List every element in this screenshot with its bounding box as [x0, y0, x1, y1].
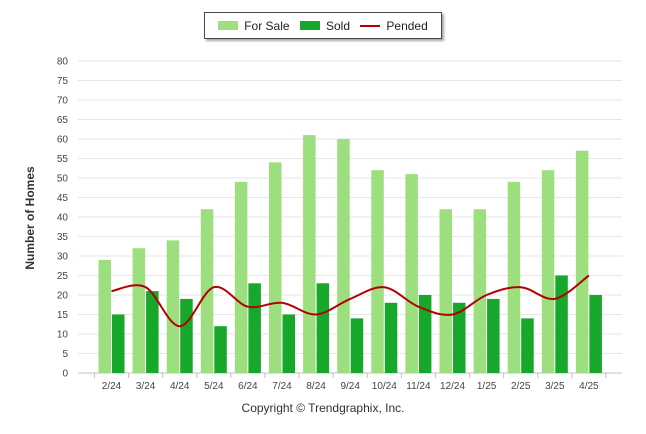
x-tick-label-2/24: 2/24 [102, 381, 122, 392]
bar-for-sale-2/24 [98, 259, 111, 373]
bar-sold-12/24 [453, 302, 466, 373]
y-tick-label-75: 75 [57, 76, 69, 87]
bar-sold-11/24 [418, 295, 432, 373]
y-tick-label-45: 45 [57, 193, 69, 204]
copyright-text: Copyright © Trendgraphix, Inc. [241, 401, 405, 415]
y-tick-label-0: 0 [62, 369, 68, 380]
y-tick-label-30: 30 [57, 252, 69, 263]
x-tick-label-5/24: 5/24 [204, 381, 224, 392]
y-tick-label-70: 70 [57, 96, 69, 107]
x-tick-label-1/25: 1/25 [477, 381, 497, 392]
bar-sold-4/25 [589, 295, 602, 373]
x-tick-label-4/24: 4/24 [170, 381, 190, 392]
bar-sold-3/25 [555, 275, 568, 373]
legend-swatch-for-sale [218, 21, 239, 30]
x-tick-label-3/24: 3/24 [136, 381, 156, 392]
legend-item-for-sale[interactable]: For Sale [218, 18, 290, 33]
bar-sold-4/24 [180, 298, 193, 373]
y-tick-label-50: 50 [57, 174, 69, 185]
x-tick-label-11/24: 11/24 [406, 381, 431, 392]
legend-label-pended: Pended [386, 18, 428, 33]
bar-for-sale-1/25 [473, 209, 487, 373]
y-tick-label-25: 25 [57, 271, 69, 282]
bar-for-sale-8/24 [303, 135, 316, 373]
legend-item-sold[interactable]: Sold [299, 18, 350, 33]
bar-sold-3/24 [146, 291, 159, 373]
y-tick-label-55: 55 [57, 154, 69, 165]
bar-for-sale-11/24 [405, 174, 418, 373]
bar-sold-8/24 [316, 283, 330, 373]
legend-item-pended[interactable]: Pended [360, 18, 428, 33]
bar-sold-2/24 [112, 314, 125, 373]
bar-sold-2/25 [521, 318, 534, 373]
bar-sold-5/24 [214, 326, 227, 373]
x-tick-label-3/25: 3/25 [545, 381, 565, 392]
legend-label-sold: Sold [325, 18, 350, 33]
bar-for-sale-3/24 [132, 248, 146, 373]
bar-for-sale-4/24 [166, 240, 180, 373]
bar-sold-10/24 [384, 302, 398, 373]
bar-for-sale-4/25 [575, 150, 589, 373]
bar-for-sale-12/24 [439, 209, 452, 373]
y-tick-label-60: 60 [57, 135, 69, 146]
y-tick-label-65: 65 [57, 115, 69, 126]
bar-for-sale-9/24 [337, 139, 350, 373]
axes [78, 372, 622, 378]
y-tick-label-15: 15 [57, 310, 69, 321]
y-tick-label-80: 80 [57, 57, 69, 68]
x-tick-label-2/25: 2/25 [511, 381, 531, 392]
tick-labels: 0 5 10 15 20 25 30 35 40 45 50 55 60 65 70 75 80 2/24 3/24… [57, 57, 599, 393]
y-tick-label-5: 5 [62, 349, 68, 360]
y-tick-label-35: 35 [57, 232, 69, 243]
y-tick-label-10: 10 [57, 330, 69, 341]
bar-for-sale-7/24 [269, 162, 282, 373]
legend-swatch-pended [360, 24, 381, 27]
gridlines [78, 60, 622, 374]
x-tick-label-7/24: 7/24 [272, 381, 292, 392]
y-tick-label-40: 40 [57, 213, 69, 224]
x-tick-label-9/24: 9/24 [340, 381, 360, 392]
y-axis-label: Number of Homes [23, 166, 37, 270]
x-tick-label-8/24: 8/24 [306, 381, 326, 392]
bar-sold-6/24 [248, 283, 261, 373]
bar-sold-7/24 [282, 314, 295, 373]
bar-for-sale-6/24 [234, 181, 248, 373]
legend: For Sale Sold Pended [204, 12, 442, 39]
x-tick-label-4/25: 4/25 [579, 381, 599, 392]
bar-for-sale-3/25 [541, 170, 555, 373]
bar-sold-1/25 [487, 298, 500, 373]
bar-marks [98, 135, 602, 373]
bar-for-sale-2/25 [507, 181, 521, 373]
pended-line-layer [111, 274, 590, 328]
bar-for-sale-10/24 [371, 170, 384, 373]
bar-sold-9/24 [350, 318, 364, 373]
x-tick-label-6/24: 6/24 [238, 381, 258, 392]
legend-swatch-sold [299, 21, 320, 30]
x-tick-label-12/24: 12/24 [440, 381, 465, 392]
x-tick-label-10/24: 10/24 [372, 381, 397, 392]
legend-label-for-sale: For Sale [244, 18, 290, 33]
y-tick-label-20: 20 [57, 291, 69, 302]
